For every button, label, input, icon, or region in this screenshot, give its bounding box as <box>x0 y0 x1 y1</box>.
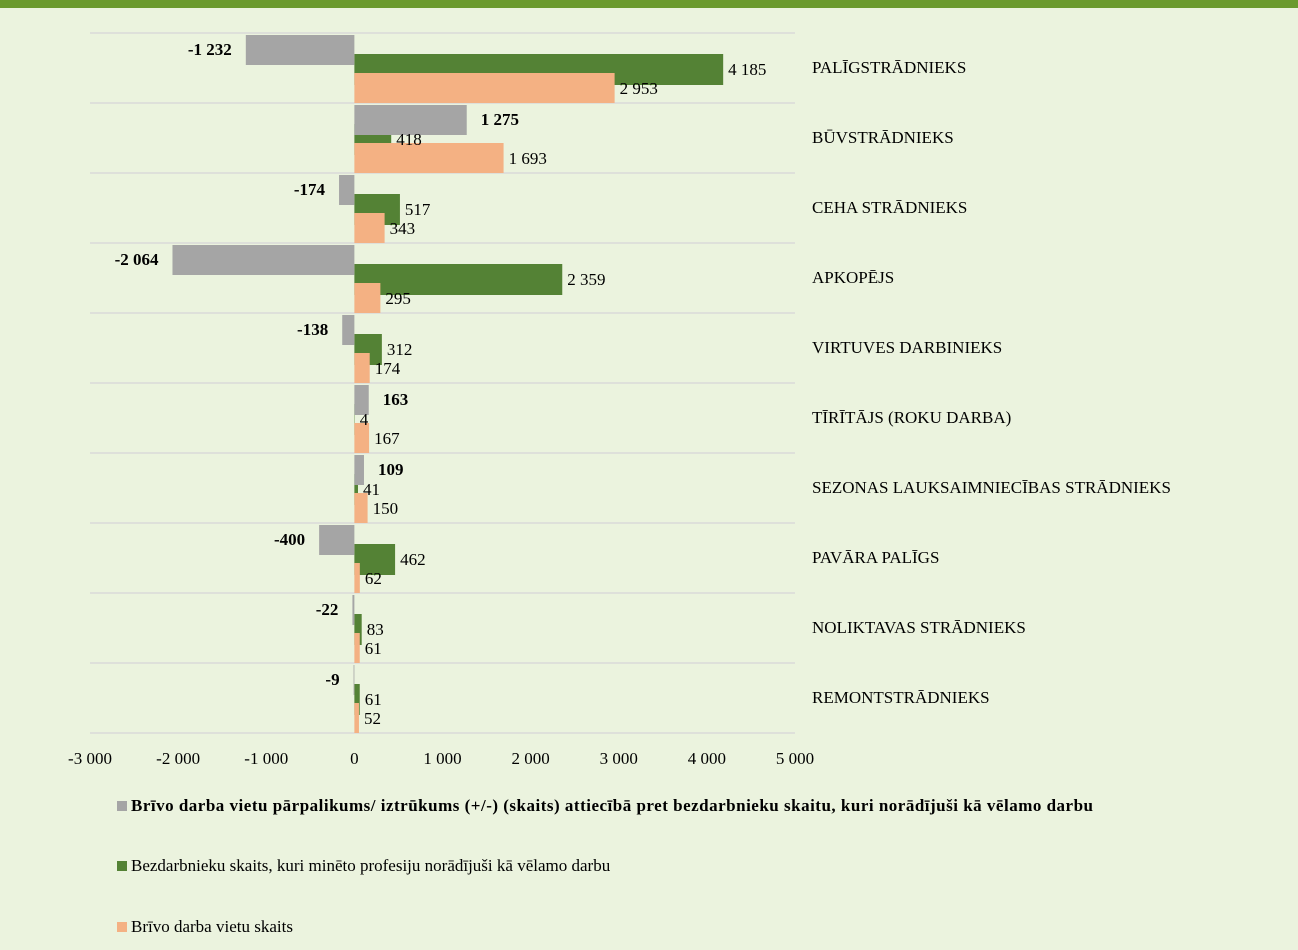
category-label: APKOPĒJS <box>812 268 894 287</box>
legend-entry: Brīvo darba vietu skaits <box>117 916 1217 938</box>
value-label: -1 232 <box>188 40 232 59</box>
bar <box>342 315 355 345</box>
value-label: 52 <box>364 709 381 728</box>
bar <box>354 703 359 733</box>
bar <box>354 385 369 415</box>
bar <box>354 423 370 453</box>
value-label: 61 <box>365 690 382 709</box>
value-label: 1 275 <box>481 110 519 129</box>
legend-entry: Brīvo darba vietu pārpalikums/ iztrūkums… <box>117 795 1217 817</box>
value-label: 343 <box>390 219 416 238</box>
value-label: 462 <box>400 550 426 569</box>
x-tick-label: 2 000 <box>512 749 550 768</box>
value-label: 4 <box>360 410 369 429</box>
value-label: 4 185 <box>728 60 766 79</box>
legend-label: Brīvo darba vietu skaits <box>131 917 293 936</box>
x-tick-label: 5 000 <box>776 749 814 768</box>
bar <box>354 213 385 243</box>
x-tick-label: 0 <box>350 749 359 768</box>
bar <box>354 455 364 485</box>
bar <box>352 595 355 625</box>
x-tick-label: 4 000 <box>688 749 726 768</box>
value-label: -9 <box>325 670 339 689</box>
legend-entry: Bezdarbnieku skaits, kuri minēto profesi… <box>117 855 1217 877</box>
value-label: 83 <box>367 620 384 639</box>
legend-swatch <box>117 801 127 811</box>
value-label: 312 <box>387 340 413 359</box>
bar <box>245 35 355 65</box>
value-label: -22 <box>316 600 339 619</box>
bar <box>354 283 381 313</box>
top-band <box>0 0 1298 8</box>
x-tick-label: -2 000 <box>156 749 200 768</box>
value-label: 163 <box>383 390 409 409</box>
value-label: 1 693 <box>509 149 547 168</box>
category-label: NOLIKTAVAS STRĀDNIEKS <box>812 618 1026 637</box>
bar <box>354 684 360 715</box>
bar <box>354 614 362 645</box>
bar <box>354 73 615 103</box>
category-label: SEZONAS LAUKSAIMNIECĪBAS STRĀDNIEKS <box>812 478 1171 497</box>
bar <box>354 563 360 593</box>
value-label: 2 953 <box>620 79 658 98</box>
bar <box>354 105 467 135</box>
bar <box>354 474 358 505</box>
bar <box>354 353 370 383</box>
bar <box>172 245 355 275</box>
value-label: 109 <box>378 460 404 479</box>
legend-label: Bezdarbnieku skaits, kuri minēto profesi… <box>131 856 611 875</box>
x-tick-label: -3 000 <box>68 749 112 768</box>
value-label: 61 <box>365 639 382 658</box>
x-tick-label: 3 000 <box>600 749 638 768</box>
legend-swatch <box>117 861 127 871</box>
bar <box>354 493 368 523</box>
value-label: 517 <box>405 200 431 219</box>
bar <box>354 264 563 295</box>
category-label: PALĪGSTRĀDNIEKS <box>812 58 966 77</box>
value-label: -138 <box>297 320 328 339</box>
category-label: BŪVSTRĀDNIEKS <box>812 128 954 147</box>
value-label: 295 <box>385 289 411 308</box>
value-label: -400 <box>274 530 305 549</box>
x-tick-label: -1 000 <box>244 749 288 768</box>
value-label: 418 <box>396 130 422 149</box>
bar <box>339 175 355 205</box>
value-label: 62 <box>365 569 382 588</box>
value-label: 41 <box>363 480 380 499</box>
value-label: -2 064 <box>115 250 159 269</box>
bar <box>354 544 396 575</box>
category-label: REMONTSTRĀDNIEKS <box>812 688 990 707</box>
value-label: 150 <box>373 499 399 518</box>
bar <box>354 633 360 663</box>
value-label: 167 <box>374 429 400 448</box>
value-label: -174 <box>294 180 326 199</box>
category-label: CEHA STRĀDNIEKS <box>812 198 967 217</box>
legend-swatch <box>117 922 127 932</box>
value-label: 174 <box>375 359 401 378</box>
legend-label: Brīvo darba vietu pārpalikums/ iztrūkums… <box>131 796 1094 815</box>
value-label: 2 359 <box>567 270 605 289</box>
bar <box>319 525 355 555</box>
x-tick-label: 1 000 <box>423 749 461 768</box>
category-label: TĪRĪTĀJS (ROKU DARBA) <box>812 408 1011 427</box>
bar <box>353 665 355 695</box>
bar <box>354 143 504 173</box>
category-label: VIRTUVES DARBINIEKS <box>812 338 1002 357</box>
category-label: PAVĀRA PALĪGS <box>812 548 939 567</box>
